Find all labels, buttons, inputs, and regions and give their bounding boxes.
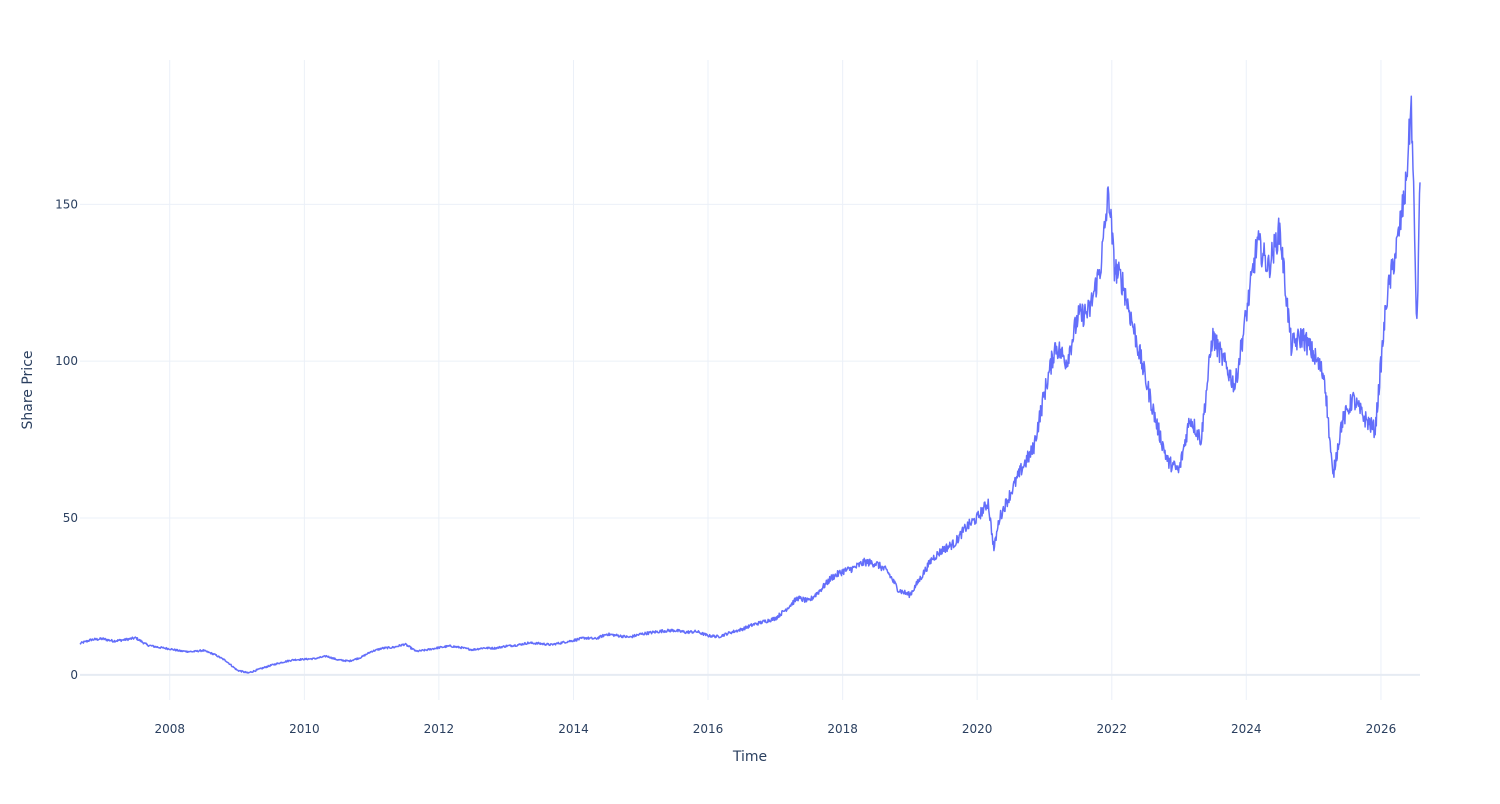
x-tick-label: 2008 (154, 722, 185, 736)
y-tick-label: 150 (55, 197, 78, 211)
x-tick-label: 2020 (962, 722, 993, 736)
y-tick-label: 50 (63, 511, 78, 525)
x-tick-label: 2016 (693, 722, 724, 736)
x-tick-label: 2012 (424, 722, 455, 736)
grid-layer (80, 60, 1420, 700)
tick-layer: 2008 2010 2012 2014 2016 2018 2020 2022 2024 2026… (55, 197, 1396, 736)
x-axis-title: Time (732, 749, 767, 765)
x-tick-label: 2018 (827, 722, 858, 736)
y-axis-title: Share Price (20, 350, 36, 429)
x-tick-label: 2022 (1097, 722, 1128, 736)
series-line (79, 95, 1421, 674)
x-tick-label: 2010 (289, 722, 320, 736)
y-tick-label: 100 (55, 354, 78, 368)
x-tick-label: 2026 (1366, 722, 1397, 736)
y-tick-label: 0 (70, 668, 78, 682)
series-layer (79, 95, 1421, 674)
x-tick-label: 2024 (1231, 722, 1262, 736)
x-tick-label: 2014 (558, 722, 589, 736)
